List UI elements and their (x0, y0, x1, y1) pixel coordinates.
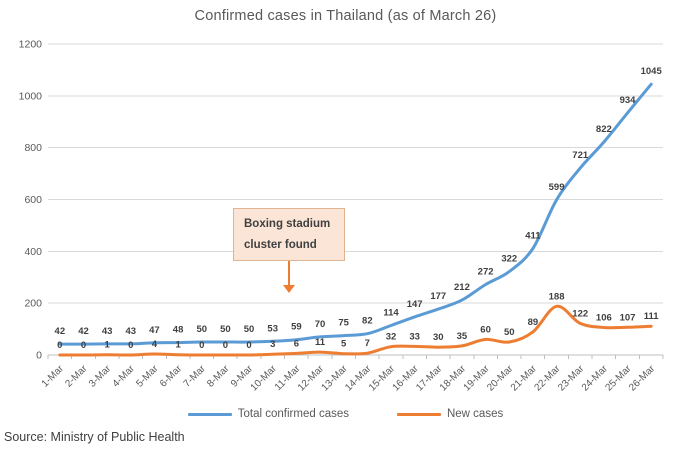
data-label-total: 75 (338, 318, 349, 329)
data-label-total: 50 (220, 324, 231, 335)
chart-title: Confirmed cases in Thailand (as of March… (194, 8, 497, 24)
x-axis-tick-label: 1-Mar (40, 363, 67, 390)
legend-label-total: Total confirmed cases (237, 408, 349, 420)
data-label-total: 147 (407, 299, 423, 310)
annotation-text-line2: cluster found (244, 239, 317, 251)
x-axis-tick-label: 10-Mar (249, 363, 280, 394)
annotation-box: Boxing stadium cluster found (233, 208, 345, 261)
x-axis-tick-label: 5-Mar (134, 363, 161, 390)
data-label-total: 177 (430, 291, 446, 302)
y-axis-tick-label: 200 (24, 298, 42, 310)
data-label-total: 82 (362, 316, 373, 327)
data-label-total: 212 (454, 282, 470, 293)
data-label-new: 4 (152, 339, 158, 350)
data-label-new: 0 (223, 340, 228, 351)
data-label-total: 50 (244, 324, 255, 335)
data-label-new: 107 (620, 312, 636, 323)
data-label-new: 188 (549, 291, 565, 302)
data-label-new: 111 (644, 311, 660, 322)
data-label-new: 7 (365, 338, 370, 349)
data-label-new: 60 (480, 324, 491, 335)
data-label-new: 0 (81, 340, 86, 351)
data-label-new: 33 (409, 331, 420, 342)
data-label-total: 822 (596, 124, 612, 135)
data-label-total: 934 (620, 95, 637, 106)
series-line-total-confirmed (58, 82, 653, 346)
data-label-total: 322 (501, 254, 517, 265)
y-axis-tick-label: 1000 (19, 90, 43, 102)
series-line-new-cases (58, 304, 653, 357)
data-label-total: 50 (196, 324, 207, 335)
legend-swatch-new-icon (396, 412, 441, 416)
x-axis-tick-label: 8-Mar (205, 363, 232, 390)
data-label-new: 3 (270, 339, 275, 350)
data-label-new: 0 (128, 340, 133, 351)
x-axis-tick-label: 26-Mar (627, 363, 658, 394)
data-label-total: 53 (267, 323, 278, 334)
legend-label-new: New cases (446, 408, 504, 420)
data-label-new: 0 (199, 340, 204, 351)
data-label-new: 5 (341, 339, 347, 350)
data-label-total: 721 (572, 150, 589, 161)
x-axis-tick-label: 6-Mar (158, 363, 185, 390)
data-label-new: 89 (528, 317, 539, 328)
data-label-new: 106 (596, 313, 612, 324)
data-label-total: 59 (291, 322, 302, 333)
y-axis-tick-label: 400 (24, 246, 42, 258)
data-label-total: 70 (315, 319, 326, 330)
annotation-arrow-line (288, 261, 290, 286)
y-axis-tick-label: 600 (24, 194, 42, 206)
data-label-new: 6 (294, 338, 299, 349)
data-label-new: 11 (315, 337, 326, 348)
x-axis-tick-label: 3-Mar (87, 363, 114, 390)
data-label-total: 42 (55, 326, 66, 337)
source-note: Source: Ministry of Public Health (4, 430, 185, 444)
annotation-text-line1: Boxing stadium (244, 218, 331, 230)
x-axis-tick-label: 2-Mar (63, 363, 90, 390)
data-label-new: 35 (457, 331, 468, 342)
legend-item-new-cases: New cases (396, 408, 504, 420)
data-label-total: 1045 (641, 66, 663, 77)
data-label-new: 32 (386, 332, 397, 343)
x-axis-tick-label: 4-Mar (111, 363, 138, 390)
data-label-new: 1 (175, 340, 181, 351)
data-label-total: 47 (149, 325, 160, 336)
data-label-new: 0 (246, 340, 251, 351)
data-label-total: 43 (102, 326, 113, 337)
y-axis-tick-label: 0 (36, 350, 42, 362)
data-label-total: 272 (478, 267, 494, 278)
y-axis-tick-label: 800 (24, 142, 42, 154)
x-axis-tick-label: 7-Mar (182, 363, 209, 390)
legend-swatch-total-icon (187, 412, 232, 416)
data-label-new: 0 (57, 340, 62, 351)
data-label-total: 411 (525, 230, 541, 241)
line-chart-plot: 0200400600800100012001-Mar2-Mar3-Mar4-Ma… (19, 39, 664, 394)
data-label-new: 30 (433, 332, 444, 343)
data-label-new: 1 (104, 340, 110, 351)
annotation-arrowhead-icon (283, 285, 295, 293)
legend-item-total-confirmed: Total confirmed cases (187, 408, 349, 420)
data-label-new: 122 (572, 308, 588, 319)
data-label-total: 43 (125, 326, 136, 337)
data-label-total: 42 (78, 326, 89, 337)
data-label-new: 50 (504, 327, 515, 338)
data-label-total: 114 (383, 307, 399, 318)
data-label-total: 48 (173, 325, 184, 336)
legend: Total confirmed cases New cases (0, 404, 691, 424)
y-axis-tick-label: 1200 (19, 39, 43, 51)
data-label-total: 599 (549, 182, 565, 193)
